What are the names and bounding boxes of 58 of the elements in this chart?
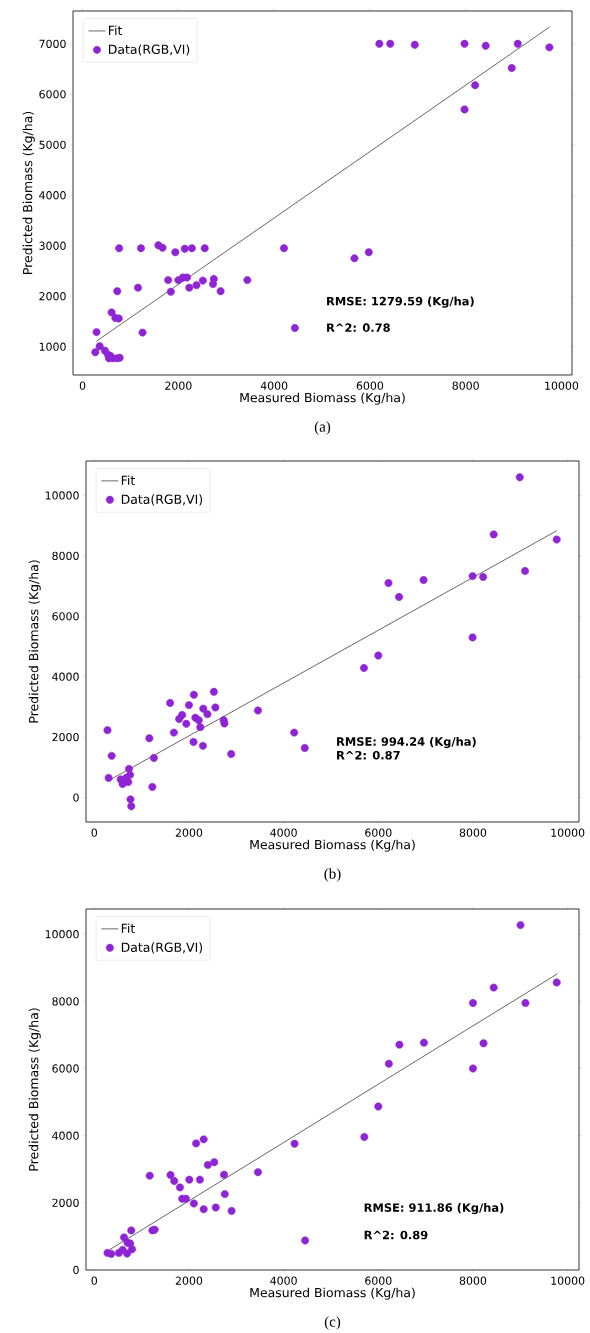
y-tick-label: 3000 bbox=[39, 241, 66, 250]
annotation: R^2: 0.89 bbox=[364, 1230, 428, 1240]
annotation: R^2: 0.87 bbox=[337, 750, 400, 760]
x-tick-label: 8000 bbox=[459, 828, 487, 837]
text: (b) bbox=[324, 868, 341, 882]
legend-label: Fit bbox=[121, 475, 135, 485]
x-axis-title: Measured Biomass (Kg/ha) bbox=[240, 392, 405, 405]
y-tick-label: 10000 bbox=[45, 930, 79, 939]
x-tick-label: 6000 bbox=[356, 381, 384, 390]
y-tick-label: 6000 bbox=[39, 90, 66, 99]
y-tick-label: 1000 bbox=[39, 342, 66, 351]
x-tick-label: 0 bbox=[91, 828, 98, 837]
y-tick-label: 2000 bbox=[39, 292, 66, 301]
x-tick-label: 0 bbox=[79, 381, 86, 390]
x-tick-label: 2000 bbox=[165, 381, 192, 390]
y-tick-label: 10000 bbox=[45, 491, 79, 500]
legend-label: Fit bbox=[121, 923, 135, 933]
x-tick-label: 10000 bbox=[551, 1276, 585, 1285]
y-axis-title: Predicted Biomass (Kg/ha) bbox=[22, 111, 35, 274]
y-tick-label: 8000 bbox=[52, 997, 79, 1006]
y-tick-label: 0 bbox=[73, 793, 79, 802]
x-axis-title: Measured Biomass (Kg/ha) bbox=[250, 839, 415, 852]
x-tick-label: 2000 bbox=[175, 828, 203, 837]
y-tick-label: 2000 bbox=[52, 1198, 79, 1207]
y-axis-title: Predicted Biomass (Kg/ha) bbox=[28, 1008, 41, 1171]
legend-label: Data(RGB,VI) bbox=[121, 942, 203, 954]
text: (a) bbox=[314, 421, 331, 435]
y-tick-label: 6000 bbox=[52, 612, 79, 621]
y-tick-label: 5000 bbox=[39, 140, 66, 149]
text: (c) bbox=[324, 1316, 341, 1330]
x-tick-label: 10000 bbox=[551, 828, 585, 837]
x-tick-label: 4000 bbox=[270, 1276, 297, 1285]
x-axis-title: Measured Biomass (Kg/ha) bbox=[250, 1287, 415, 1300]
annotation: RMSE: 994.24 (Kg/ha) bbox=[337, 736, 476, 749]
legend-label: Data(RGB,VI) bbox=[109, 44, 190, 56]
annotation: RMSE: 1279.59 (Kg/ha) bbox=[327, 296, 474, 308]
x-tick-label: 8000 bbox=[452, 381, 479, 390]
x-tick-label: 6000 bbox=[365, 1276, 392, 1285]
y-tick-label: 7000 bbox=[39, 39, 66, 48]
x-tick-label: 10000 bbox=[545, 381, 579, 390]
x-tick-label: 8000 bbox=[459, 1276, 487, 1285]
x-tick-label: 4000 bbox=[260, 381, 288, 390]
y-tick-label: 2000 bbox=[52, 732, 79, 742]
y-tick-label: 4000 bbox=[52, 672, 79, 681]
y-tick-label: 8000 bbox=[52, 551, 79, 560]
annotation: RMSE: 911.86 (Kg/ha) bbox=[364, 1203, 504, 1215]
x-tick-label: 4000 bbox=[270, 828, 297, 837]
annotation: R^2: 0.78 bbox=[327, 323, 390, 332]
y-tick-label: 4000 bbox=[52, 1131, 79, 1140]
y-tick-label: 0 bbox=[73, 1265, 79, 1275]
y-tick-label: 4000 bbox=[39, 191, 66, 200]
y-tick-label: 6000 bbox=[52, 1064, 79, 1073]
x-tick-label: 6000 bbox=[365, 828, 392, 837]
x-tick-label: 0 bbox=[91, 1276, 98, 1285]
y-axis-title: Predicted Biomass (Kg/ha) bbox=[28, 560, 41, 723]
x-tick-label: 2000 bbox=[175, 1276, 203, 1285]
legend-label: Data(RGB,VI) bbox=[121, 494, 203, 506]
legend-label: Fit bbox=[109, 25, 123, 35]
